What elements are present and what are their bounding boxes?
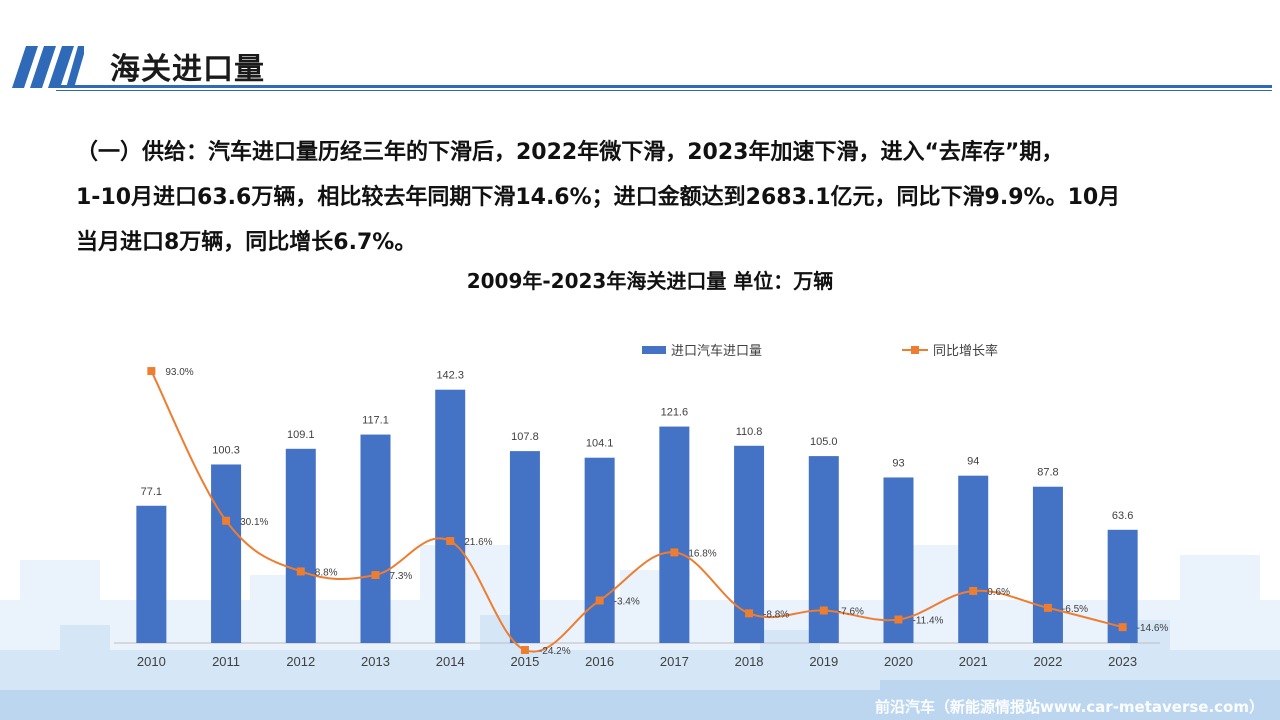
bar-value-label: 100.3 bbox=[212, 444, 240, 456]
x-tick-label: 2010 bbox=[137, 654, 166, 669]
bar-value-label: 105.0 bbox=[810, 436, 838, 448]
bar bbox=[808, 456, 839, 643]
x-tick-label: 2021 bbox=[959, 654, 988, 669]
bar-value-label: 117.1 bbox=[362, 415, 389, 427]
x-tick-label: 2011 bbox=[212, 654, 240, 669]
growth-rate-label: -6.5% bbox=[1062, 604, 1088, 615]
growth-rate-label: 16.8% bbox=[688, 548, 716, 559]
growth-rate-label: -24.2% bbox=[539, 646, 571, 657]
bar bbox=[883, 477, 914, 643]
x-tick-label: 2015 bbox=[510, 654, 539, 669]
x-tick-label: 2017 bbox=[660, 654, 689, 669]
growth-rate-point bbox=[670, 548, 679, 557]
bar-value-label: 93 bbox=[892, 457, 904, 469]
growth-rate-point bbox=[1043, 603, 1052, 612]
x-tick-label: 2022 bbox=[1033, 654, 1062, 669]
bar bbox=[1032, 486, 1063, 643]
x-tick-label: 2023 bbox=[1108, 654, 1137, 669]
title-stripes-icon bbox=[12, 46, 84, 88]
legend-line-marker bbox=[911, 346, 919, 354]
x-tick-label: 2018 bbox=[735, 654, 764, 669]
bar-value-label: 110.8 bbox=[736, 426, 763, 438]
growth-rate-point bbox=[520, 645, 529, 654]
intro-line: （一）供给：汽车进口量历经三年的下滑后，2022年微下滑，2023年加速下滑，进… bbox=[76, 140, 1064, 165]
bar-value-label: 121.6 bbox=[661, 407, 689, 419]
growth-rate-point bbox=[819, 606, 828, 615]
bar bbox=[285, 448, 316, 643]
growth-rate-point bbox=[595, 596, 604, 605]
bar-value-label: 87.8 bbox=[1037, 467, 1058, 479]
header: 海关进口量 bbox=[0, 0, 1280, 100]
growth-rate-label: -14.6% bbox=[1137, 623, 1169, 634]
growth-rate-point bbox=[969, 586, 978, 595]
growth-rate-point bbox=[222, 516, 231, 525]
legend-bar-label: 进口汽车进口量 bbox=[671, 343, 762, 359]
intro-paragraph: （一）供给：汽车进口量历经三年的下滑后，2022年微下滑，2023年加速下滑，进… bbox=[76, 130, 1246, 265]
watermark: 前沿汽车（新能源情报站www.car-metaverse.com） bbox=[874, 698, 1264, 716]
growth-rate-label: -3.4% bbox=[614, 596, 640, 607]
bar-value-label: 107.8 bbox=[511, 431, 539, 443]
x-tick-label: 2013 bbox=[361, 654, 390, 669]
growth-rate-label: 8.8% bbox=[315, 567, 338, 578]
intro-line: 当月进口8万辆，同比增长6.7%。 bbox=[76, 230, 417, 255]
bar bbox=[958, 475, 989, 643]
chart-title: 2009年-2023年海关进口量 单位：万辆 bbox=[466, 269, 834, 293]
title-underline-thin bbox=[56, 90, 1272, 91]
growth-rate-label: 93.0% bbox=[165, 367, 193, 378]
bar-value-label: 63.6 bbox=[1112, 510, 1133, 522]
growth-rate-point bbox=[1118, 623, 1127, 632]
bar bbox=[435, 389, 466, 643]
bar-value-label: 77.1 bbox=[141, 486, 162, 498]
bar bbox=[211, 464, 242, 643]
growth-rate-point bbox=[296, 567, 305, 576]
growth-rate-point bbox=[446, 536, 455, 545]
bar bbox=[509, 451, 540, 643]
growth-rate-label: 7.3% bbox=[390, 571, 413, 582]
title-underline bbox=[56, 85, 1272, 88]
x-tick-label: 2016 bbox=[585, 654, 614, 669]
growth-rate-label: 21.6% bbox=[464, 537, 492, 548]
growth-rate-point bbox=[147, 367, 156, 376]
growth-rate-point bbox=[894, 615, 903, 624]
bar-value-label: 142.3 bbox=[436, 370, 464, 382]
bar-value-label: 109.1 bbox=[287, 429, 315, 441]
growth-rate-label: 0.6% bbox=[987, 587, 1010, 598]
bar-value-label: 104.1 bbox=[586, 438, 614, 450]
x-tick-label: 2014 bbox=[436, 654, 465, 669]
bar bbox=[360, 434, 391, 643]
bar bbox=[584, 457, 615, 643]
x-tick-label: 2019 bbox=[809, 654, 838, 669]
x-tick-label: 2012 bbox=[286, 654, 315, 669]
growth-rate-label: -11.4% bbox=[913, 616, 944, 627]
growth-rate-point bbox=[371, 571, 380, 580]
growth-rate-label: -8.8% bbox=[763, 609, 789, 620]
bar bbox=[136, 505, 167, 643]
bar bbox=[659, 426, 690, 643]
page-title: 海关进口量 bbox=[110, 52, 265, 87]
x-tick-label: 2020 bbox=[884, 654, 913, 669]
intro-line: 1-10月进口63.6万辆，相比较去年同期下滑14.6%；进口金额达到2683.… bbox=[76, 185, 1121, 210]
legend-bar-swatch bbox=[642, 346, 666, 354]
bar-value-label: 94 bbox=[967, 456, 979, 468]
growth-rate-label: 30.1% bbox=[240, 517, 268, 528]
growth-rate-label: -7.6% bbox=[838, 606, 864, 617]
legend-line-label: 同比增长率 bbox=[933, 343, 998, 359]
growth-rate-point bbox=[745, 609, 754, 618]
